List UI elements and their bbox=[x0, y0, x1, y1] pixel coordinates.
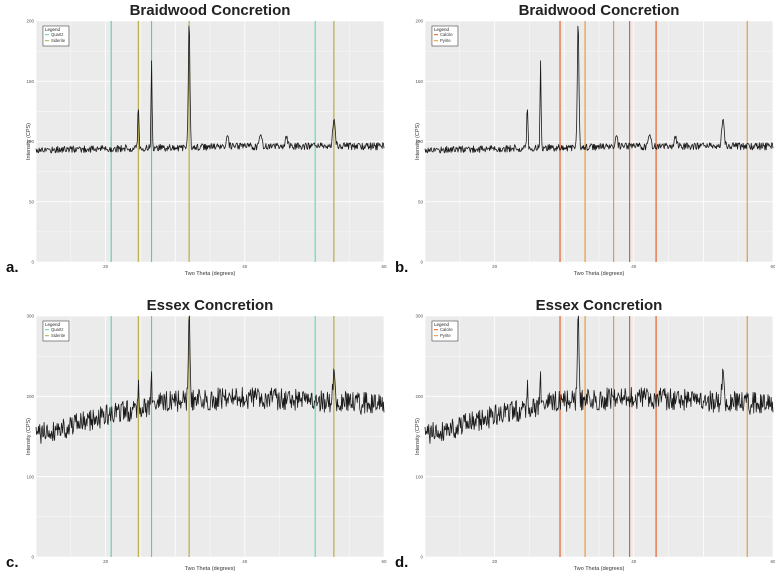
legend-item-calcite: Calcite bbox=[440, 32, 453, 37]
y-axis-label: Intensity (CPS) bbox=[415, 418, 421, 455]
x-tick-label: 20 bbox=[103, 559, 109, 564]
legend-item-quartz: Quartz bbox=[51, 32, 64, 37]
chart-panel-d: 20 40 60 0 100 200 300 Two Theta (degrees) Inten… bbox=[389, 295, 775, 585]
legend-item-quartz: Quartz bbox=[51, 327, 64, 332]
chart-title: Essex Concretion bbox=[536, 297, 663, 314]
y-tick-label: 200 bbox=[26, 19, 34, 24]
y-tick-label: 0 bbox=[420, 260, 423, 265]
y-tick-label: 200 bbox=[26, 394, 34, 399]
chart-title: Braidwood Concretion bbox=[519, 2, 680, 19]
x-tick-label: 40 bbox=[631, 264, 637, 269]
y-tick-label: 100 bbox=[26, 474, 34, 479]
x-tick-label: 40 bbox=[242, 264, 248, 269]
x-tick-label: 40 bbox=[242, 559, 248, 564]
diffraction-trace bbox=[424, 315, 774, 444]
y-tick-label: 150 bbox=[26, 79, 34, 84]
chart-svg: 20 40 60 0 100 200 300 Two Theta (degrees) Inten… bbox=[6, 297, 387, 572]
diffraction-trace bbox=[35, 25, 385, 154]
y-tick-label: 100 bbox=[415, 474, 423, 479]
x-tick-label: 60 bbox=[381, 559, 387, 564]
legend-title: Legend bbox=[45, 322, 61, 327]
legend-title: Legend bbox=[434, 27, 450, 32]
chart-title: Braidwood Concretion bbox=[130, 2, 291, 19]
y-tick-label: 300 bbox=[26, 314, 34, 319]
x-tick-label: 40 bbox=[631, 559, 637, 564]
legend-item-pyrite: Pyrite bbox=[440, 333, 451, 338]
x-tick-label: 60 bbox=[770, 559, 775, 564]
chart-panel-c: 20 40 60 0 100 200 300 Two Theta (degrees) Inten… bbox=[0, 295, 387, 585]
x-axis-label: Two Theta (degrees) bbox=[185, 271, 236, 277]
y-tick-label: 0 bbox=[31, 260, 34, 265]
legend-item-pyrite: Pyrite bbox=[440, 38, 451, 43]
x-tick-label: 20 bbox=[492, 559, 498, 564]
chart-svg: 20 40 60 0 50 100 150 200 Two Theta (degrees) Int… bbox=[395, 2, 775, 277]
panel-label: d. bbox=[395, 554, 408, 571]
panel-label: b. bbox=[395, 259, 408, 276]
chart-svg: 20 40 60 0 50 100 150 200 Two Theta (degrees) Int… bbox=[6, 2, 387, 277]
y-tick-label: 300 bbox=[415, 314, 423, 319]
legend-box bbox=[42, 320, 70, 342]
x-axis-label: Two Theta (degrees) bbox=[185, 566, 236, 572]
y-axis-label: Intensity (CPS) bbox=[415, 123, 421, 160]
panel-label: c. bbox=[6, 554, 19, 571]
y-tick-label: 0 bbox=[31, 555, 34, 560]
legend-title: Legend bbox=[434, 322, 450, 327]
legend-box bbox=[42, 25, 70, 47]
legend-item-siderite: Siderite bbox=[51, 38, 66, 43]
x-axis-label: Two Theta (degrees) bbox=[574, 271, 625, 277]
y-tick-label: 50 bbox=[29, 199, 35, 204]
legend-box bbox=[431, 320, 459, 342]
y-tick-label: 150 bbox=[415, 79, 423, 84]
y-axis-label: Intensity (CPS) bbox=[26, 123, 32, 160]
x-tick-label: 60 bbox=[381, 264, 387, 269]
y-tick-label: 200 bbox=[415, 19, 423, 24]
legend-item-calcite: Calcite bbox=[440, 327, 453, 332]
diffraction-trace bbox=[35, 315, 385, 444]
x-tick-label: 20 bbox=[492, 264, 498, 269]
y-tick-label: 0 bbox=[420, 555, 423, 560]
y-tick-label: 100 bbox=[415, 139, 423, 144]
x-tick-label: 20 bbox=[103, 264, 109, 269]
x-axis-label: Two Theta (degrees) bbox=[574, 566, 625, 572]
y-tick-label: 200 bbox=[415, 394, 423, 399]
legend-title: Legend bbox=[45, 27, 61, 32]
panel-label: a. bbox=[6, 259, 19, 276]
chart-panel-a: 20 40 60 0 50 100 150 200 Two Theta (degrees) Int… bbox=[0, 0, 387, 290]
chart-title: Essex Concretion bbox=[147, 297, 274, 314]
diffraction-trace bbox=[424, 25, 774, 154]
chart-panel-b: 20 40 60 0 50 100 150 200 Two Theta (degrees) Int… bbox=[389, 0, 775, 290]
legend-item-siderite: Siderite bbox=[51, 333, 66, 338]
x-tick-label: 60 bbox=[770, 264, 775, 269]
y-axis-label: Intensity (CPS) bbox=[26, 418, 32, 455]
chart-svg: 20 40 60 0 100 200 300 Two Theta (degrees) Inten… bbox=[395, 297, 775, 572]
y-tick-label: 100 bbox=[26, 139, 34, 144]
legend-box bbox=[431, 25, 459, 47]
y-tick-label: 50 bbox=[418, 199, 424, 204]
